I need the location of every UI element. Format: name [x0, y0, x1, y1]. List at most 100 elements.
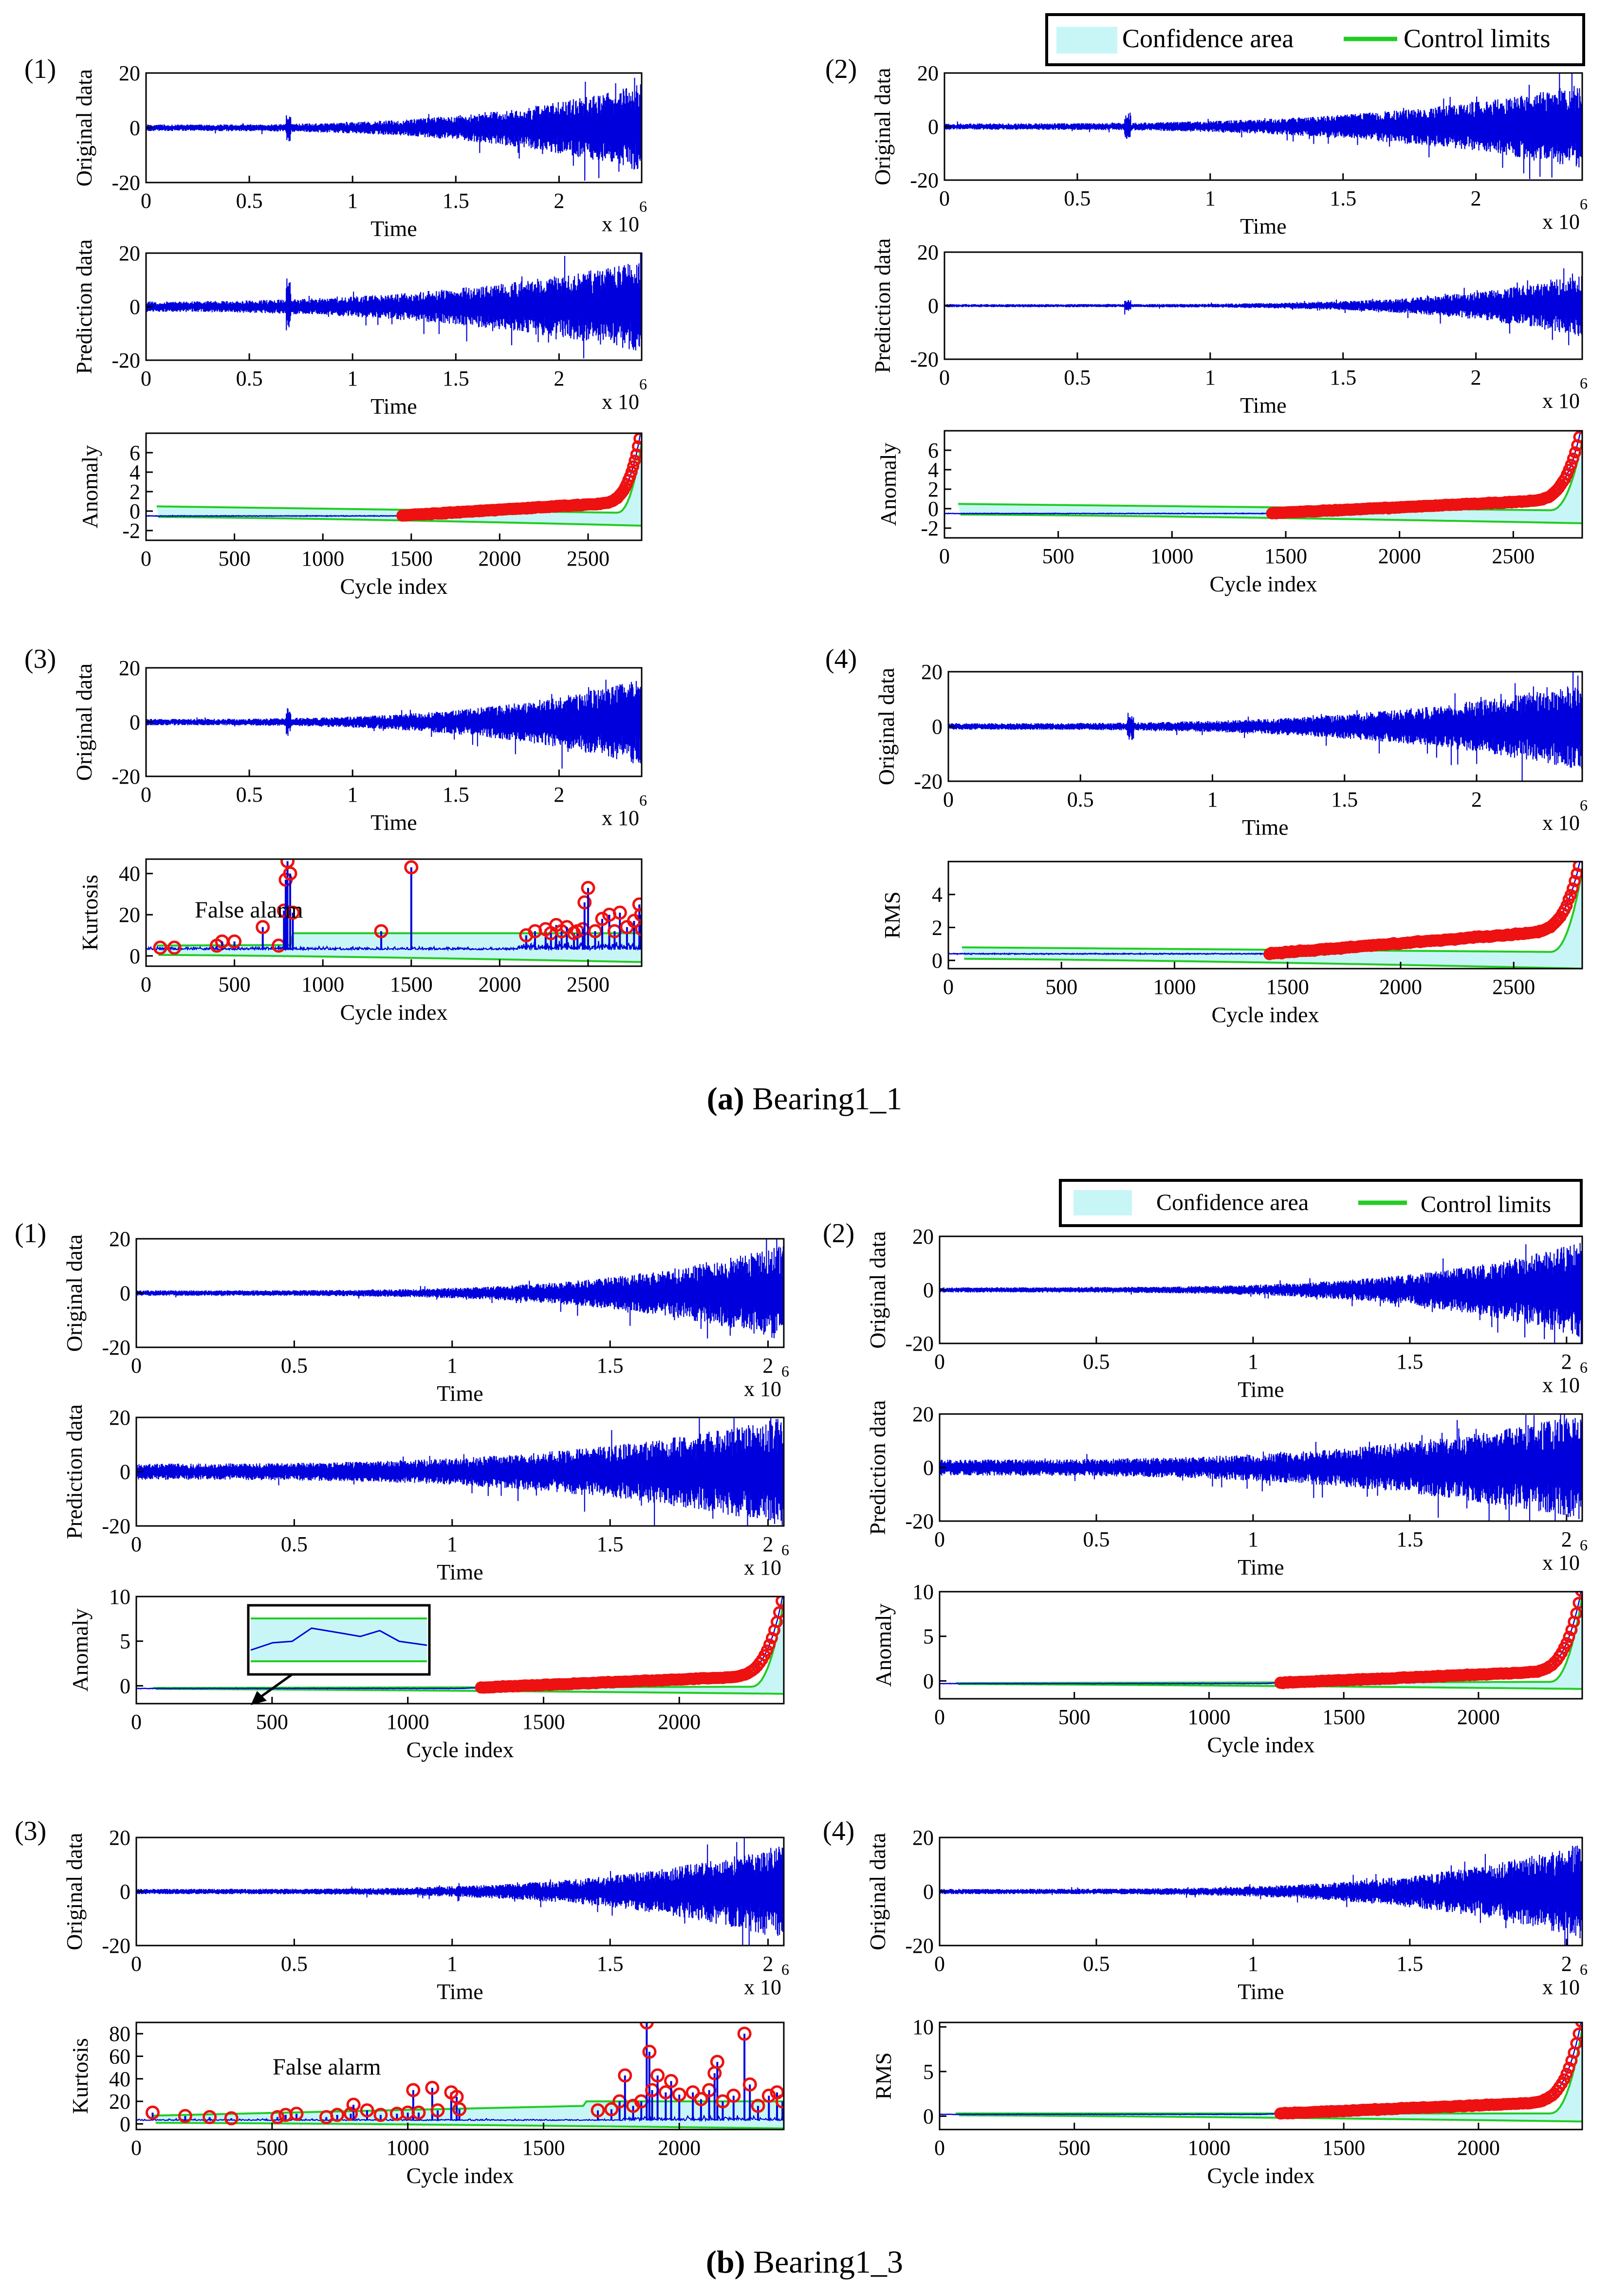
panel-tag: (2): [825, 54, 857, 84]
alarm-marker: [760, 1644, 773, 1657]
y-tick-label: 20: [912, 1402, 934, 1426]
alarm-marker: [763, 1638, 776, 1651]
caption-a-tag: (a): [706, 1081, 744, 1117]
x-multiplier: x 10: [1542, 1373, 1580, 1397]
alarm-marker: [627, 460, 640, 473]
legend-a-control-label: Control limits: [1404, 24, 1551, 53]
y-tick-label: 0: [129, 295, 140, 319]
x-tick-label: 1000: [301, 547, 344, 570]
alarm-marker: [1569, 875, 1581, 887]
alarm-marker: [153, 940, 167, 955]
inset-curve: [250, 1627, 427, 1651]
x-tick-label: 1: [347, 783, 358, 807]
chart-area: [940, 1592, 1582, 1690]
x-tick-label: 1.5: [597, 1532, 624, 1556]
x-multiplier: x 10: [1542, 389, 1580, 413]
alarm-marker: [289, 2107, 304, 2121]
y-tick-label: -2: [921, 516, 939, 540]
x-multiplier-exponent: 6: [639, 375, 647, 393]
alarm-marker: [761, 2089, 776, 2103]
chart-b1_anom: 0 500 1000 1500 2000 0 5 10 Cycle index Anomaly: [68, 1585, 785, 1762]
x-multiplier-exponent: 6: [1580, 1359, 1588, 1376]
axes-frame: [135, 1596, 785, 1705]
x-tick-label: 2000: [1457, 2136, 1500, 2160]
alarm-marker: [449, 2090, 464, 2104]
legend-b-confidence-swatch: [1073, 1190, 1132, 1215]
x-tick-label: 2: [1561, 1350, 1572, 1374]
x-tick-label: 0: [934, 1952, 945, 1976]
alarm-marker: [775, 2094, 784, 2109]
y-tick-label: 0: [932, 715, 943, 739]
legend-b-confidence-label: Confidence area: [1156, 1190, 1309, 1215]
y-axis-label: RMS: [880, 891, 905, 938]
y-tick-label: 6: [129, 441, 140, 465]
y-tick-label: -20: [102, 1934, 130, 1958]
x-tick-label: 2: [554, 367, 564, 390]
y-axis-label: Prediction data: [62, 1404, 87, 1539]
y-tick-label: -20: [910, 168, 939, 192]
x-tick-label: 0: [943, 788, 954, 811]
alarm-marker: [642, 2044, 657, 2059]
x-axis-label: Time: [370, 394, 417, 419]
chart-area: [146, 77, 642, 181]
y-tick-label: 80: [109, 2022, 130, 2046]
legend-b-box: [1059, 1179, 1583, 1227]
x-tick-label: 1.5: [1396, 1952, 1423, 1976]
y-tick-label: 20: [119, 241, 140, 265]
y-tick-label: 4: [932, 883, 943, 907]
alarm-markers: [153, 859, 642, 955]
alarm-marker: [224, 2111, 239, 2126]
alarm-marker: [635, 922, 642, 937]
chart-area: [940, 1845, 1582, 1946]
signal-trace: [136, 1417, 784, 1526]
lower-control-limit: [964, 957, 1582, 969]
x-tick-label: 1500: [522, 2136, 565, 2160]
x-tick-label: 0: [141, 189, 151, 213]
x-tick-label: 0.5: [1083, 1350, 1110, 1374]
x-tick-label: 2: [554, 783, 564, 807]
panel-tag: (3): [15, 1816, 46, 1846]
x-multiplier-exponent: 6: [781, 1541, 789, 1559]
panel-tag: (2): [823, 1218, 854, 1249]
chart-area: [948, 672, 1582, 781]
x-tick-label: 0: [131, 1952, 142, 1976]
y-tick-label: 0: [129, 116, 140, 140]
x-tick-label: 0.5: [1083, 1527, 1110, 1551]
alarm-marker: [1566, 882, 1579, 895]
x-axis-label: Time: [370, 216, 417, 241]
y-tick-label: 4: [928, 458, 939, 482]
x-tick-label: 0: [141, 367, 151, 390]
alarm-marker: [425, 2080, 440, 2095]
alarm-marker: [612, 905, 627, 920]
alarm-marker: [178, 2109, 192, 2123]
x-multiplier: x 10: [602, 212, 639, 236]
alarm-marker: [694, 2092, 708, 2106]
alarm-markers: [396, 433, 642, 522]
x-tick-label: 500: [219, 547, 251, 570]
x-tick-label: 2000: [658, 2136, 701, 2160]
x-tick-label: 1500: [390, 973, 433, 996]
upper-control-limit: [152, 1600, 784, 1689]
x-tick-label: 0.5: [236, 367, 263, 390]
x-tick-label: 2: [1471, 186, 1481, 210]
x-multiplier: x 10: [602, 806, 639, 830]
y-tick-label: 0: [120, 1282, 130, 1305]
zoom-inset: [247, 1604, 431, 1705]
x-tick-label: 1: [1248, 1350, 1258, 1374]
alarm-marker: [1576, 431, 1582, 434]
y-tick-label: -20: [905, 1332, 934, 1356]
lower-control-limit: [959, 2114, 1582, 2123]
caption-b-label: Bearing1_3: [753, 2244, 904, 2280]
y-tick-label: -20: [910, 348, 939, 371]
y-tick-label: 0: [923, 1669, 934, 1693]
chart-area: [136, 1239, 784, 1341]
y-tick-label: 0: [928, 294, 939, 318]
x-tick-label: 1000: [301, 973, 344, 996]
x-tick-label: 1000: [387, 1710, 429, 1734]
x-multiplier-exponent: 6: [639, 198, 647, 215]
x-multiplier-exponent: 6: [781, 1362, 789, 1380]
legend-b-control-label: Control limits: [1421, 1192, 1551, 1217]
